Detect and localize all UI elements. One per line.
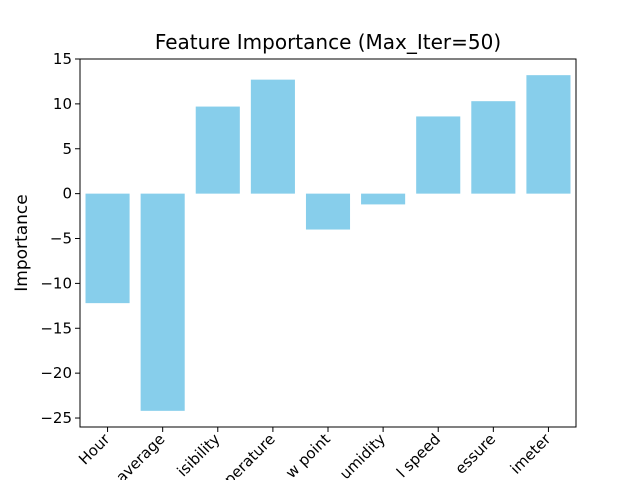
x-tick-label: average	[112, 430, 168, 480]
bar-8	[471, 101, 516, 194]
plot-frame	[79, 58, 577, 428]
bar-3	[195, 106, 240, 194]
x-tick-label: isibility	[173, 430, 223, 480]
y-tick-label: −20	[40, 364, 72, 382]
x-tick-label: w point	[282, 430, 334, 480]
chart-title: Feature Importance (Max_Iter=50)	[155, 30, 501, 54]
bar-2	[140, 193, 185, 411]
x-tick-label: essure	[451, 430, 499, 478]
y-tick-label: 15	[53, 50, 72, 68]
x-tick-label: imeter	[507, 430, 555, 478]
y-ticks-group: −25 −20 −15 −10 −5 0 5 10 15	[40, 50, 80, 427]
bar-6	[361, 193, 406, 205]
x-tick-label: Hour	[75, 430, 114, 469]
bar-7	[416, 116, 461, 194]
y-tick-label: −25	[40, 409, 72, 427]
y-tick-label: −10	[40, 274, 72, 292]
bar-5	[305, 193, 351, 230]
x-tick-label: umidity	[336, 430, 389, 480]
y-tick-label: 0	[62, 185, 72, 203]
bar-9	[526, 75, 571, 194]
y-tick-label: −15	[40, 319, 72, 337]
x-tick-label: l speed	[393, 430, 444, 480]
x-tick-label: perature	[220, 430, 278, 480]
bar-4	[250, 79, 295, 194]
y-tick-label: 10	[53, 95, 72, 113]
y-axis-label: Importance	[12, 194, 32, 291]
bars-group	[85, 75, 571, 411]
y-tick-label: −5	[50, 230, 72, 248]
y-tick-label: 5	[62, 140, 72, 158]
bar-1	[85, 193, 130, 304]
